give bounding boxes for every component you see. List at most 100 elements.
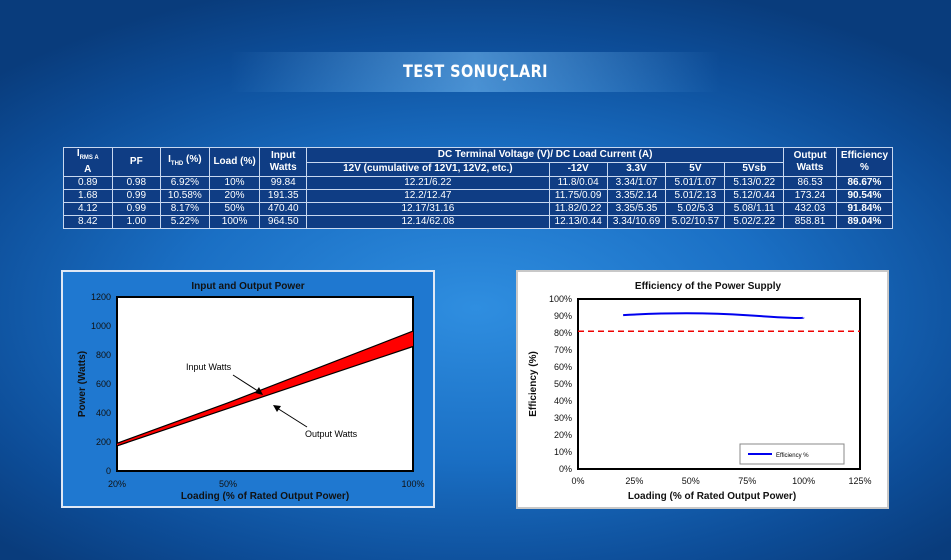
cell-load: 100% — [208, 215, 261, 229]
table-row: 1.68 0.99 10.58% 20% 191.35 12.2/12.47 1… — [63, 189, 894, 203]
cell-ithd: 6.92% — [160, 176, 210, 190]
y-tick-label: 40% — [554, 396, 572, 406]
cell-efficiency: 90.54% — [835, 189, 894, 203]
cell-neg12v: 11.75/0.09 — [548, 189, 608, 203]
x-axis-label: Loading (% of Rated Output Power) — [628, 491, 796, 502]
cell-5v: 5.02/10.57 — [665, 215, 726, 229]
y-tick-label: 600 — [96, 379, 111, 389]
cell-12v: 12.14/62.08 — [305, 215, 550, 229]
cell-irms: 0.89 — [63, 176, 113, 190]
col-33v: 3.3V — [606, 161, 667, 177]
cell-33v: 3.35/5.35 — [606, 202, 667, 216]
cell-pf: 0.99 — [111, 189, 162, 203]
cell-load: 50% — [208, 202, 261, 216]
cell-5vsb: 5.08/1.11 — [724, 202, 785, 216]
cell-ithd: 5.22% — [160, 215, 210, 229]
cell-load: 10% — [208, 176, 261, 190]
input-watts-line — [116, 330, 414, 444]
col-5v: 5V — [665, 161, 726, 177]
cell-efficiency: 89.04% — [835, 215, 894, 229]
y-tick-label: 70% — [554, 345, 572, 355]
y-tick-label: 200 — [96, 437, 111, 447]
y-tick-label: 0% — [559, 464, 572, 474]
efficiency-line — [623, 312, 805, 320]
chart-title: Input and Output Power — [191, 281, 304, 292]
y-tick-label: 400 — [96, 408, 111, 418]
cell-5vsb: 5.02/2.22 — [724, 215, 785, 229]
x-tick-label: 125% — [848, 476, 871, 486]
x-tick-label: 50% — [219, 479, 237, 489]
y-tick-label: 10% — [554, 447, 572, 457]
output-annotation-arrow — [276, 407, 308, 428]
y-tick-label: 20% — [554, 430, 572, 440]
y-tick-label: 0 — [106, 466, 111, 476]
col-output-watts: Output Watts — [783, 147, 837, 177]
cell-output: 858.81 — [783, 215, 837, 229]
y-axis-label: Power (Watts) — [77, 351, 88, 417]
cell-irms: 8.42 — [63, 215, 113, 229]
cell-pf: 1.00 — [111, 215, 162, 229]
col-input-watts: Input Watts — [259, 147, 307, 177]
cell-5vsb: 5.13/0.22 — [724, 176, 785, 190]
cell-neg12v: 11.82/0.22 — [548, 202, 608, 216]
x-tick-label: 100% — [792, 476, 815, 486]
input-annotation-arrow — [232, 374, 262, 394]
cell-5vsb: 5.12/0.44 — [724, 189, 785, 203]
cell-efficiency: 91.84% — [835, 202, 894, 216]
cell-efficiency: 86.67% — [835, 176, 894, 190]
legend-label: Efficiency % — [776, 453, 809, 459]
cell-input: 964.50 — [259, 215, 307, 229]
legend — [739, 443, 845, 465]
x-tick-label: 100% — [401, 479, 424, 489]
cell-input: 191.35 — [259, 189, 307, 203]
chart-title: Efficiency of the Power Supply — [635, 281, 782, 292]
page-title: TEST SONUÇLARI — [402, 62, 548, 82]
cell-load: 20% — [208, 189, 261, 203]
cell-input: 470.40 — [259, 202, 307, 216]
efficiency-chart: Efficiency of the Power Supply 0% 10% 20% 3… — [528, 281, 872, 502]
x-tick-label: 20% — [108, 479, 126, 489]
y-tick-label: 1000 — [91, 321, 111, 331]
cell-12v: 12.21/6.22 — [305, 176, 550, 190]
y-tick-label: 60% — [554, 362, 572, 372]
y-tick-label: 800 — [96, 350, 111, 360]
cell-5v: 5.01/2.13 — [665, 189, 726, 203]
x-axis-label: Loading (% of Rated Output Power) — [181, 491, 349, 502]
y-tick-label: 80% — [554, 328, 572, 338]
y-tick-label: 1200 — [91, 292, 111, 302]
cell-neg12v: 11.8/0.04 — [548, 176, 608, 190]
x-tick-label: 75% — [738, 476, 756, 486]
col-dc-group: DC Terminal Voltage (V)/ DC Load Current… — [305, 147, 785, 163]
efficiency-chart-frame: Efficiency of the Power Supply 0% 10% 20% 3… — [516, 270, 889, 509]
cell-irms: 4.12 — [63, 202, 113, 216]
col-pf: PF — [111, 147, 162, 177]
table-row: 8.42 1.00 5.22% 100% 964.50 12.14/62.08 … — [63, 215, 894, 229]
cell-output: 432.03 — [783, 202, 837, 216]
table-row: 4.12 0.99 8.17% 50% 470.40 12.17/31.16 1… — [63, 202, 894, 216]
cell-33v: 3.34/1.07 — [606, 176, 667, 190]
cell-12v: 12.17/31.16 — [305, 202, 550, 216]
col-neg12v: -12V — [548, 161, 608, 177]
input-watts-annotation: Input Watts — [186, 362, 232, 372]
y-axis-label: Efficiency (%) — [528, 351, 539, 417]
power-chart-frame: Input and Output Power 0 200 400 600 800 1000… — [61, 270, 435, 508]
cell-output: 86.53 — [783, 176, 837, 190]
plot-area — [116, 296, 414, 472]
output-watts-annotation: Output Watts — [305, 429, 358, 439]
col-12v: 12V (cumulative of 12V1, 12V2, etc.) — [305, 161, 550, 177]
y-tick-label: 90% — [554, 311, 572, 321]
col-ithd: ITHD (%) — [160, 147, 210, 177]
input-arrow-head-icon — [255, 387, 263, 395]
cell-pf: 0.99 — [111, 202, 162, 216]
table-row: 0.89 0.98 6.92% 10% 99.84 12.21/6.22 11.… — [63, 176, 894, 190]
cell-33v: 3.35/2.14 — [606, 189, 667, 203]
cell-neg12v: 12.13/0.44 — [548, 215, 608, 229]
plot-area — [577, 298, 861, 470]
title-band — [230, 52, 720, 92]
col-5vsb: 5Vsb — [724, 161, 785, 177]
power-chart: Input and Output Power 0 200 400 600 800 1000… — [77, 281, 425, 502]
cell-pf: 0.98 — [111, 176, 162, 190]
